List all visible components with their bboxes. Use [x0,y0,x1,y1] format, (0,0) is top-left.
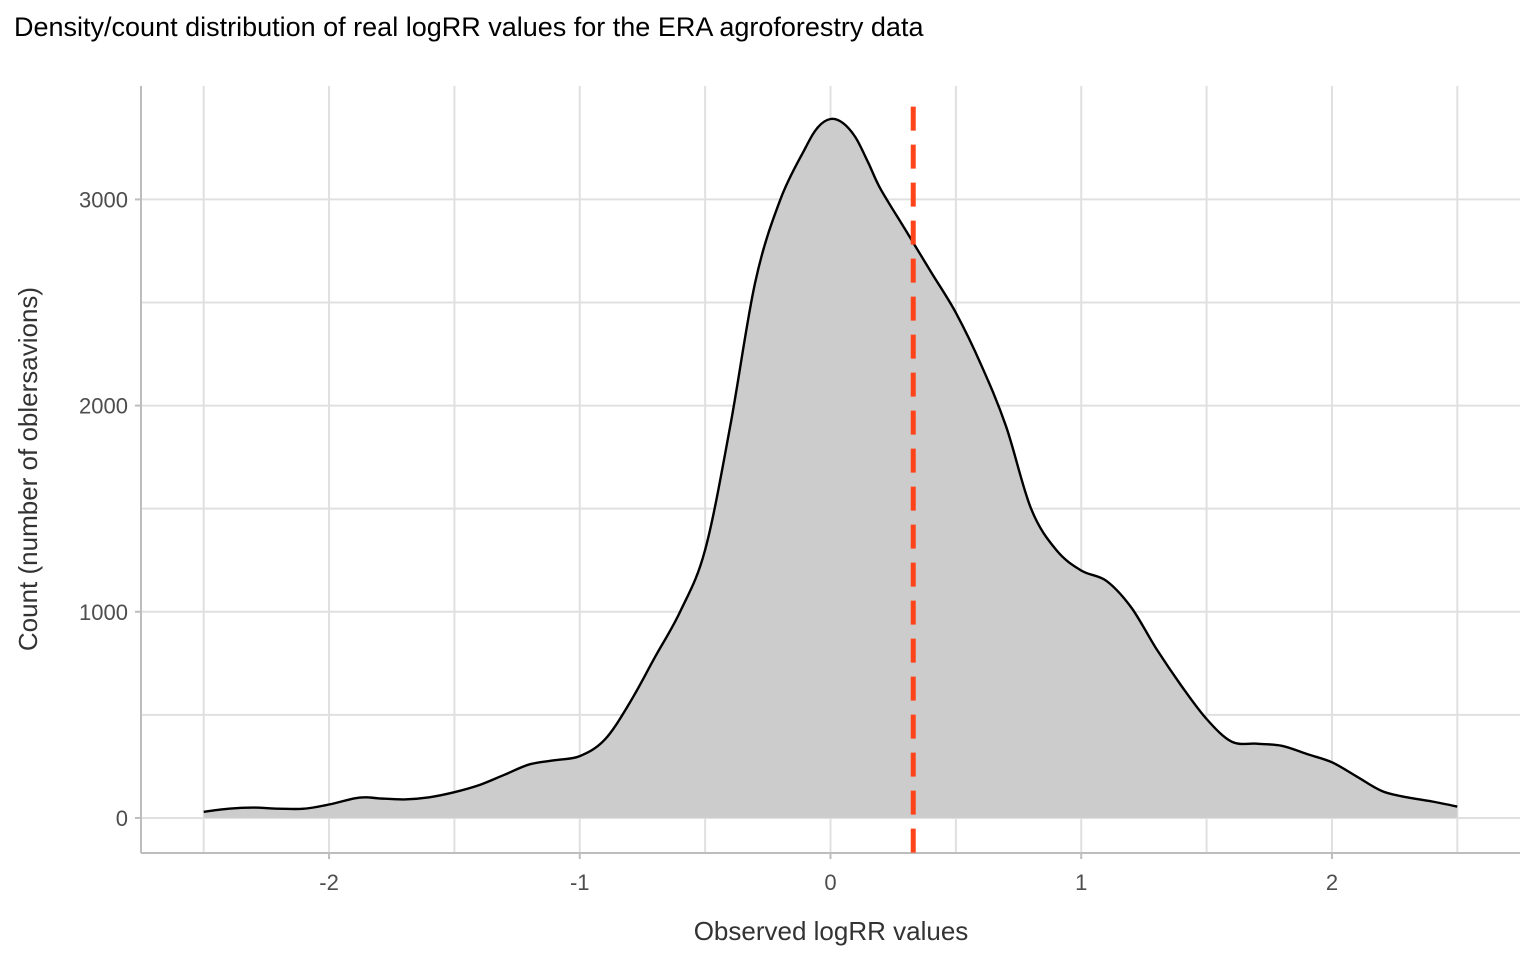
y-tick-label: 3000 [79,187,128,212]
density-area [203,118,1458,818]
plot-area [203,106,1458,853]
x-axis-title: Observed logRR values [694,916,969,946]
y-tick-label: 0 [116,806,128,831]
x-tick-label: 2 [1326,870,1338,895]
x-tick-label: 0 [824,870,836,895]
x-tick-label: -1 [570,870,590,895]
y-tick-label: 2000 [79,394,128,419]
x-tick-label: -2 [319,870,339,895]
chart-title: Density/count distribution of real logRR… [14,12,924,42]
x-tick-label: 1 [1075,870,1087,895]
axes [135,86,1520,859]
y-tick-label: 1000 [79,600,128,625]
density-line [203,117,1458,813]
tick-labels: -2 -1 0 1 2 0 1000 2000 3000 [79,187,1338,895]
y-axis-title: Count (number of oblersavions) [13,287,43,651]
